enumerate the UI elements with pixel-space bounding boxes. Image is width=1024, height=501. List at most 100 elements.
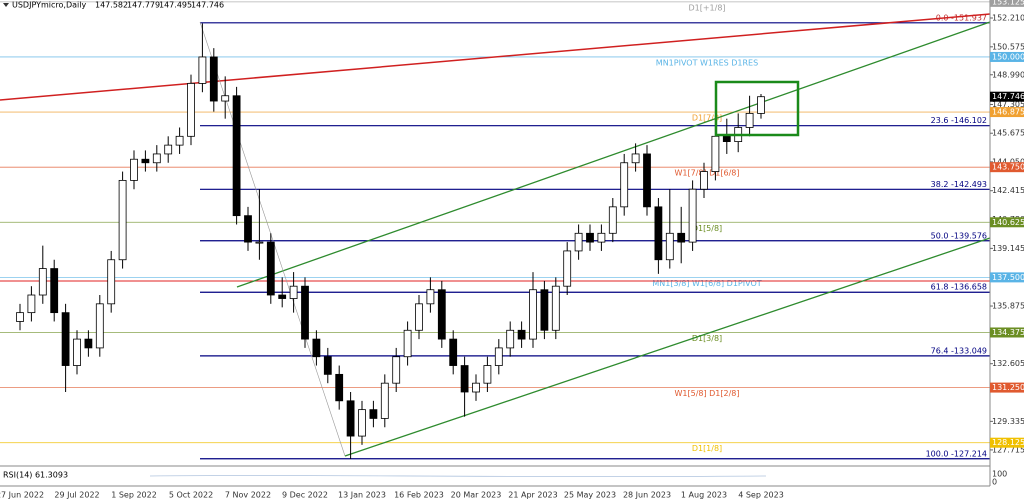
candle-body	[597, 232, 606, 243]
level-label: MN1PIVOT W1RES D1RES	[656, 58, 758, 67]
fib-label: 100.0 -127.214	[926, 449, 987, 458]
candle-body	[84, 338, 93, 349]
fib-label: 50.0 -139.576	[931, 231, 987, 240]
collapse-icon[interactable]	[3, 3, 9, 7]
x-tick-label: 1 Aug 2023	[681, 491, 727, 500]
candle-body	[107, 259, 116, 305]
candle-body	[130, 158, 138, 181]
candle-body	[540, 289, 549, 331]
candle-body	[460, 365, 469, 393]
candle-body	[494, 347, 503, 366]
rsi-tick: 0	[992, 478, 997, 487]
candle-body	[608, 206, 617, 234]
current-price-box	[990, 91, 1024, 102]
candle-body	[688, 188, 697, 243]
y-tick-label: 139.145	[992, 244, 1024, 253]
candle-body	[437, 289, 446, 340]
candle-body	[517, 329, 526, 340]
candle-body	[95, 303, 104, 349]
fib-label: 38.2 -142.493	[931, 180, 987, 189]
price-box	[990, 327, 1024, 338]
y-tick-label: 135.875	[992, 302, 1024, 311]
candle-body	[643, 153, 651, 208]
x-tick-label: 4 Sep 2023	[738, 491, 784, 500]
price-box	[990, 0, 1024, 7]
candle-body	[665, 232, 674, 261]
price-box-label: 143.750	[992, 163, 1024, 172]
y-tick-label: 142.415	[992, 186, 1024, 195]
candle-body	[380, 382, 389, 419]
header-price: 147.582	[95, 1, 128, 10]
price-box	[990, 437, 1024, 448]
candle-body	[551, 285, 560, 331]
candle-body	[506, 329, 515, 349]
fib-label: 76.4 -133.049	[931, 346, 987, 355]
rsi-label: RSI(14) 61.3093	[3, 471, 68, 480]
candle-body	[27, 294, 36, 314]
candle-body	[335, 373, 344, 402]
candle-body	[175, 135, 184, 146]
price-box-label: 153.125	[992, 0, 1024, 6]
candle-body	[289, 285, 298, 299]
fib-label: 0.0 -151.937	[936, 13, 987, 22]
header-price: 147.779	[127, 1, 160, 10]
price-box-label: 140.625	[992, 218, 1024, 227]
highlight-box	[714, 80, 800, 137]
candle-body	[118, 179, 127, 261]
header-price: 147.495	[159, 1, 192, 10]
candle-body	[73, 338, 81, 366]
red-trendline	[0, 13, 991, 101]
x-tick-label: 7 Nov 2022	[225, 491, 271, 500]
symbol: USDJPYmicro,Daily	[12, 1, 86, 10]
y-tick-label: 150.575	[992, 42, 1024, 51]
candle-body	[631, 153, 640, 164]
candle-body	[574, 232, 583, 252]
y-tick-label: 152.210	[992, 13, 1024, 22]
channel-upper	[236, 21, 991, 288]
x-tick-label: 13 Jan 2023	[338, 491, 386, 500]
candle-body	[141, 158, 150, 164]
price-box	[990, 272, 1024, 283]
y-tick-label: 144.050	[992, 157, 1024, 166]
price-box-label: 137.500	[992, 273, 1024, 282]
x-tick-label: 28 Jun 2023	[623, 491, 671, 500]
x-tick-label: 21 Apr 2023	[508, 491, 557, 500]
price-box-label: 146.875	[992, 108, 1024, 117]
candle-body	[483, 365, 492, 384]
candle-body	[266, 241, 275, 296]
level-label: D1[5/8]	[692, 224, 722, 233]
candle-body	[38, 268, 47, 296]
level-label: D1[+1/8]	[688, 3, 725, 12]
fib-label: 61.8 -136.658	[931, 283, 987, 292]
price-box	[990, 51, 1024, 62]
x-tick-label: 5 Oct 2022	[169, 491, 213, 500]
candle-body	[403, 329, 412, 358]
candle-body	[312, 338, 321, 358]
level-label: MN1[3/8] W1[6/8] D1PIVOT	[652, 279, 761, 288]
x-tick-label: 25 May 2023	[564, 491, 616, 500]
candle-body	[198, 56, 207, 84]
x-tick-label: 20 Mar 2023	[451, 491, 502, 500]
candle-body	[301, 285, 309, 340]
candle-body	[529, 289, 537, 340]
x-tick-label: 16 Feb 2023	[394, 491, 444, 500]
candle-body	[50, 268, 59, 314]
y-tick-label: 132.605	[992, 359, 1024, 368]
candle-body	[358, 409, 366, 437]
candle-body	[152, 153, 161, 164]
level-label: D1[3/8]	[692, 334, 722, 343]
price-box-label: 128.125	[992, 438, 1024, 447]
level-label: D1[7/8]	[692, 114, 722, 123]
price-box-label: 150.000	[992, 52, 1024, 61]
x-tick-label: 27 Jun 2022	[0, 491, 44, 500]
candle-body	[232, 95, 241, 217]
price-box	[990, 382, 1024, 393]
price-box	[990, 107, 1024, 118]
candle-body	[757, 96, 765, 114]
price-box	[990, 162, 1024, 173]
level-label: D1[1/8]	[692, 444, 722, 453]
candle-body	[255, 241, 264, 244]
candle-body	[677, 232, 686, 243]
y-tick-label: 127.715	[992, 445, 1024, 454]
